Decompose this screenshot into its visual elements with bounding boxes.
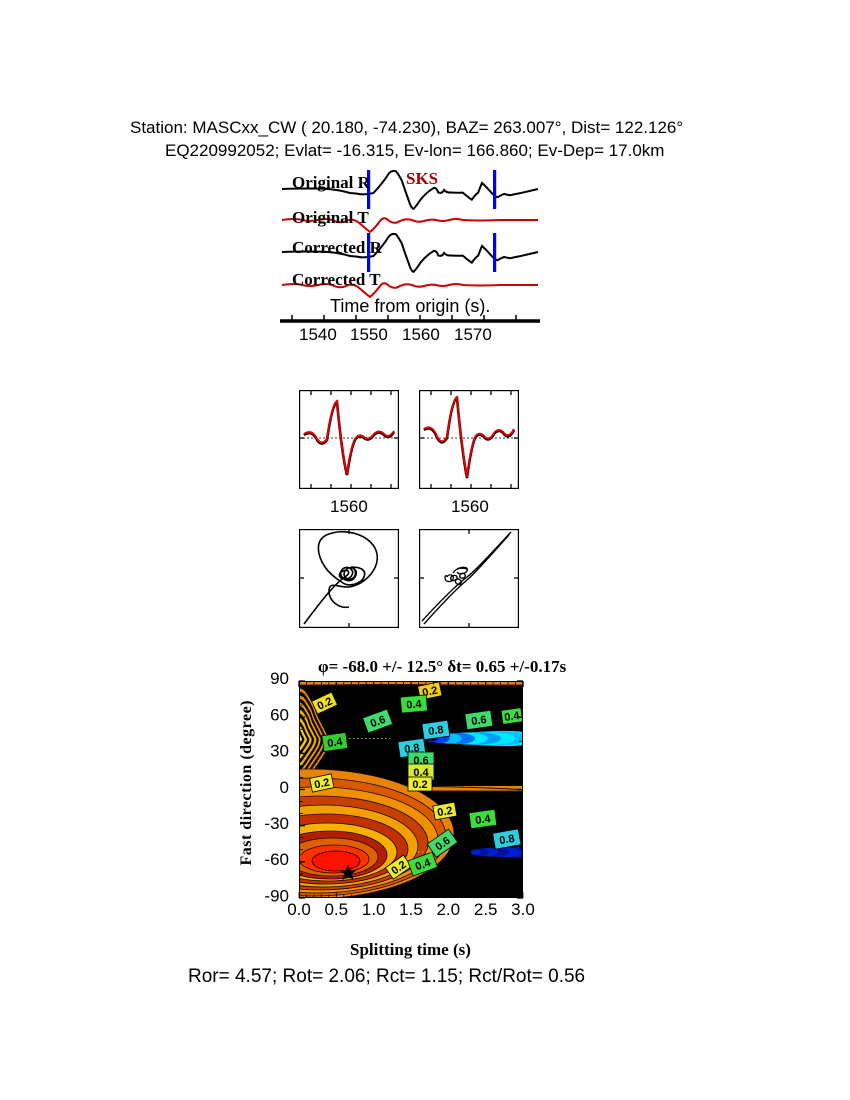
svg-text:2.0: 2.0 <box>436 900 460 919</box>
svg-text:-60: -60 <box>264 850 289 869</box>
svg-text:0.5: 0.5 <box>324 900 348 919</box>
svg-text:2.5: 2.5 <box>474 900 498 919</box>
svg-text:1.0: 1.0 <box>362 900 386 919</box>
svg-text:3.0: 3.0 <box>511 900 535 919</box>
svg-text:-90: -90 <box>264 886 289 905</box>
svg-text:-30: -30 <box>264 814 289 833</box>
svg-text:1.5: 1.5 <box>399 900 423 919</box>
svg-text:0: 0 <box>280 778 289 797</box>
svg-text:90: 90 <box>270 669 289 688</box>
svg-text:60: 60 <box>270 706 289 725</box>
svg-text:0.0: 0.0 <box>287 900 311 919</box>
svg-text:30: 30 <box>270 742 289 761</box>
